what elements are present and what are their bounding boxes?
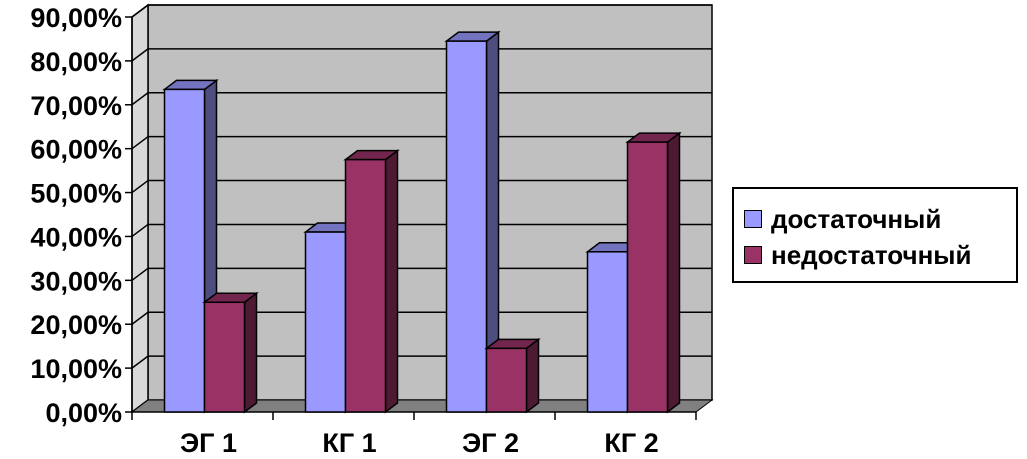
bar-side-1-1	[384, 149, 399, 414]
bar-0-1	[304, 231, 347, 413]
legend-item-sufficient: достаточный	[744, 201, 1016, 237]
y-tick-label: 30,00%	[30, 266, 122, 296]
bar-1-1	[344, 158, 387, 413]
y-tick-label: 20,00%	[30, 310, 122, 340]
plot-side-wall	[131, 3, 149, 414]
legend-label-insufficient: недостаточный	[771, 239, 972, 270]
legend-swatch-insufficient	[744, 246, 762, 264]
gridline-side	[131, 136, 149, 150]
bar-0-0	[163, 88, 206, 413]
bar-1-0	[203, 301, 246, 413]
gridline-side	[131, 92, 149, 106]
gridline-side	[131, 355, 149, 369]
gridline-side	[131, 179, 149, 194]
bar-side-1-2	[525, 337, 540, 414]
y-tick-label: 60,00%	[30, 135, 122, 165]
y-tick-label: 70,00%	[30, 91, 122, 121]
legend-swatch-sufficient	[744, 210, 762, 228]
y-tick-label: 0,00%	[45, 398, 122, 428]
gridline-side	[131, 48, 149, 62]
gridline-side	[131, 267, 149, 281]
gridline-side	[131, 223, 149, 238]
x-category-label: КГ 1	[322, 428, 376, 458]
y-tick-label: 40,00%	[30, 222, 122, 252]
gridline-side	[131, 311, 149, 325]
legend-item-insufficient: недостаточный	[744, 237, 1016, 273]
y-tick-label: 90,00%	[30, 3, 122, 33]
x-category-label: ЭГ 2	[462, 428, 519, 458]
legend-label-sufficient: достаточный	[771, 203, 942, 234]
y-tick-label: 50,00%	[30, 179, 122, 209]
gridline-side	[131, 4, 149, 18]
bar-1-3	[626, 141, 669, 413]
bar-0-2	[445, 40, 488, 413]
bar-side-1-3	[666, 131, 681, 414]
bar-0-3	[586, 251, 629, 413]
chart-legend: достаточный недостаточный	[732, 187, 1018, 283]
y-tick-label: 80,00%	[30, 47, 122, 77]
bar-1-2	[485, 347, 528, 413]
x-category-label: КГ 2	[604, 428, 658, 458]
bar-side-1-0	[243, 291, 258, 414]
y-tick-label: 10,00%	[30, 354, 122, 384]
x-category-label: ЭГ 1	[180, 428, 237, 458]
